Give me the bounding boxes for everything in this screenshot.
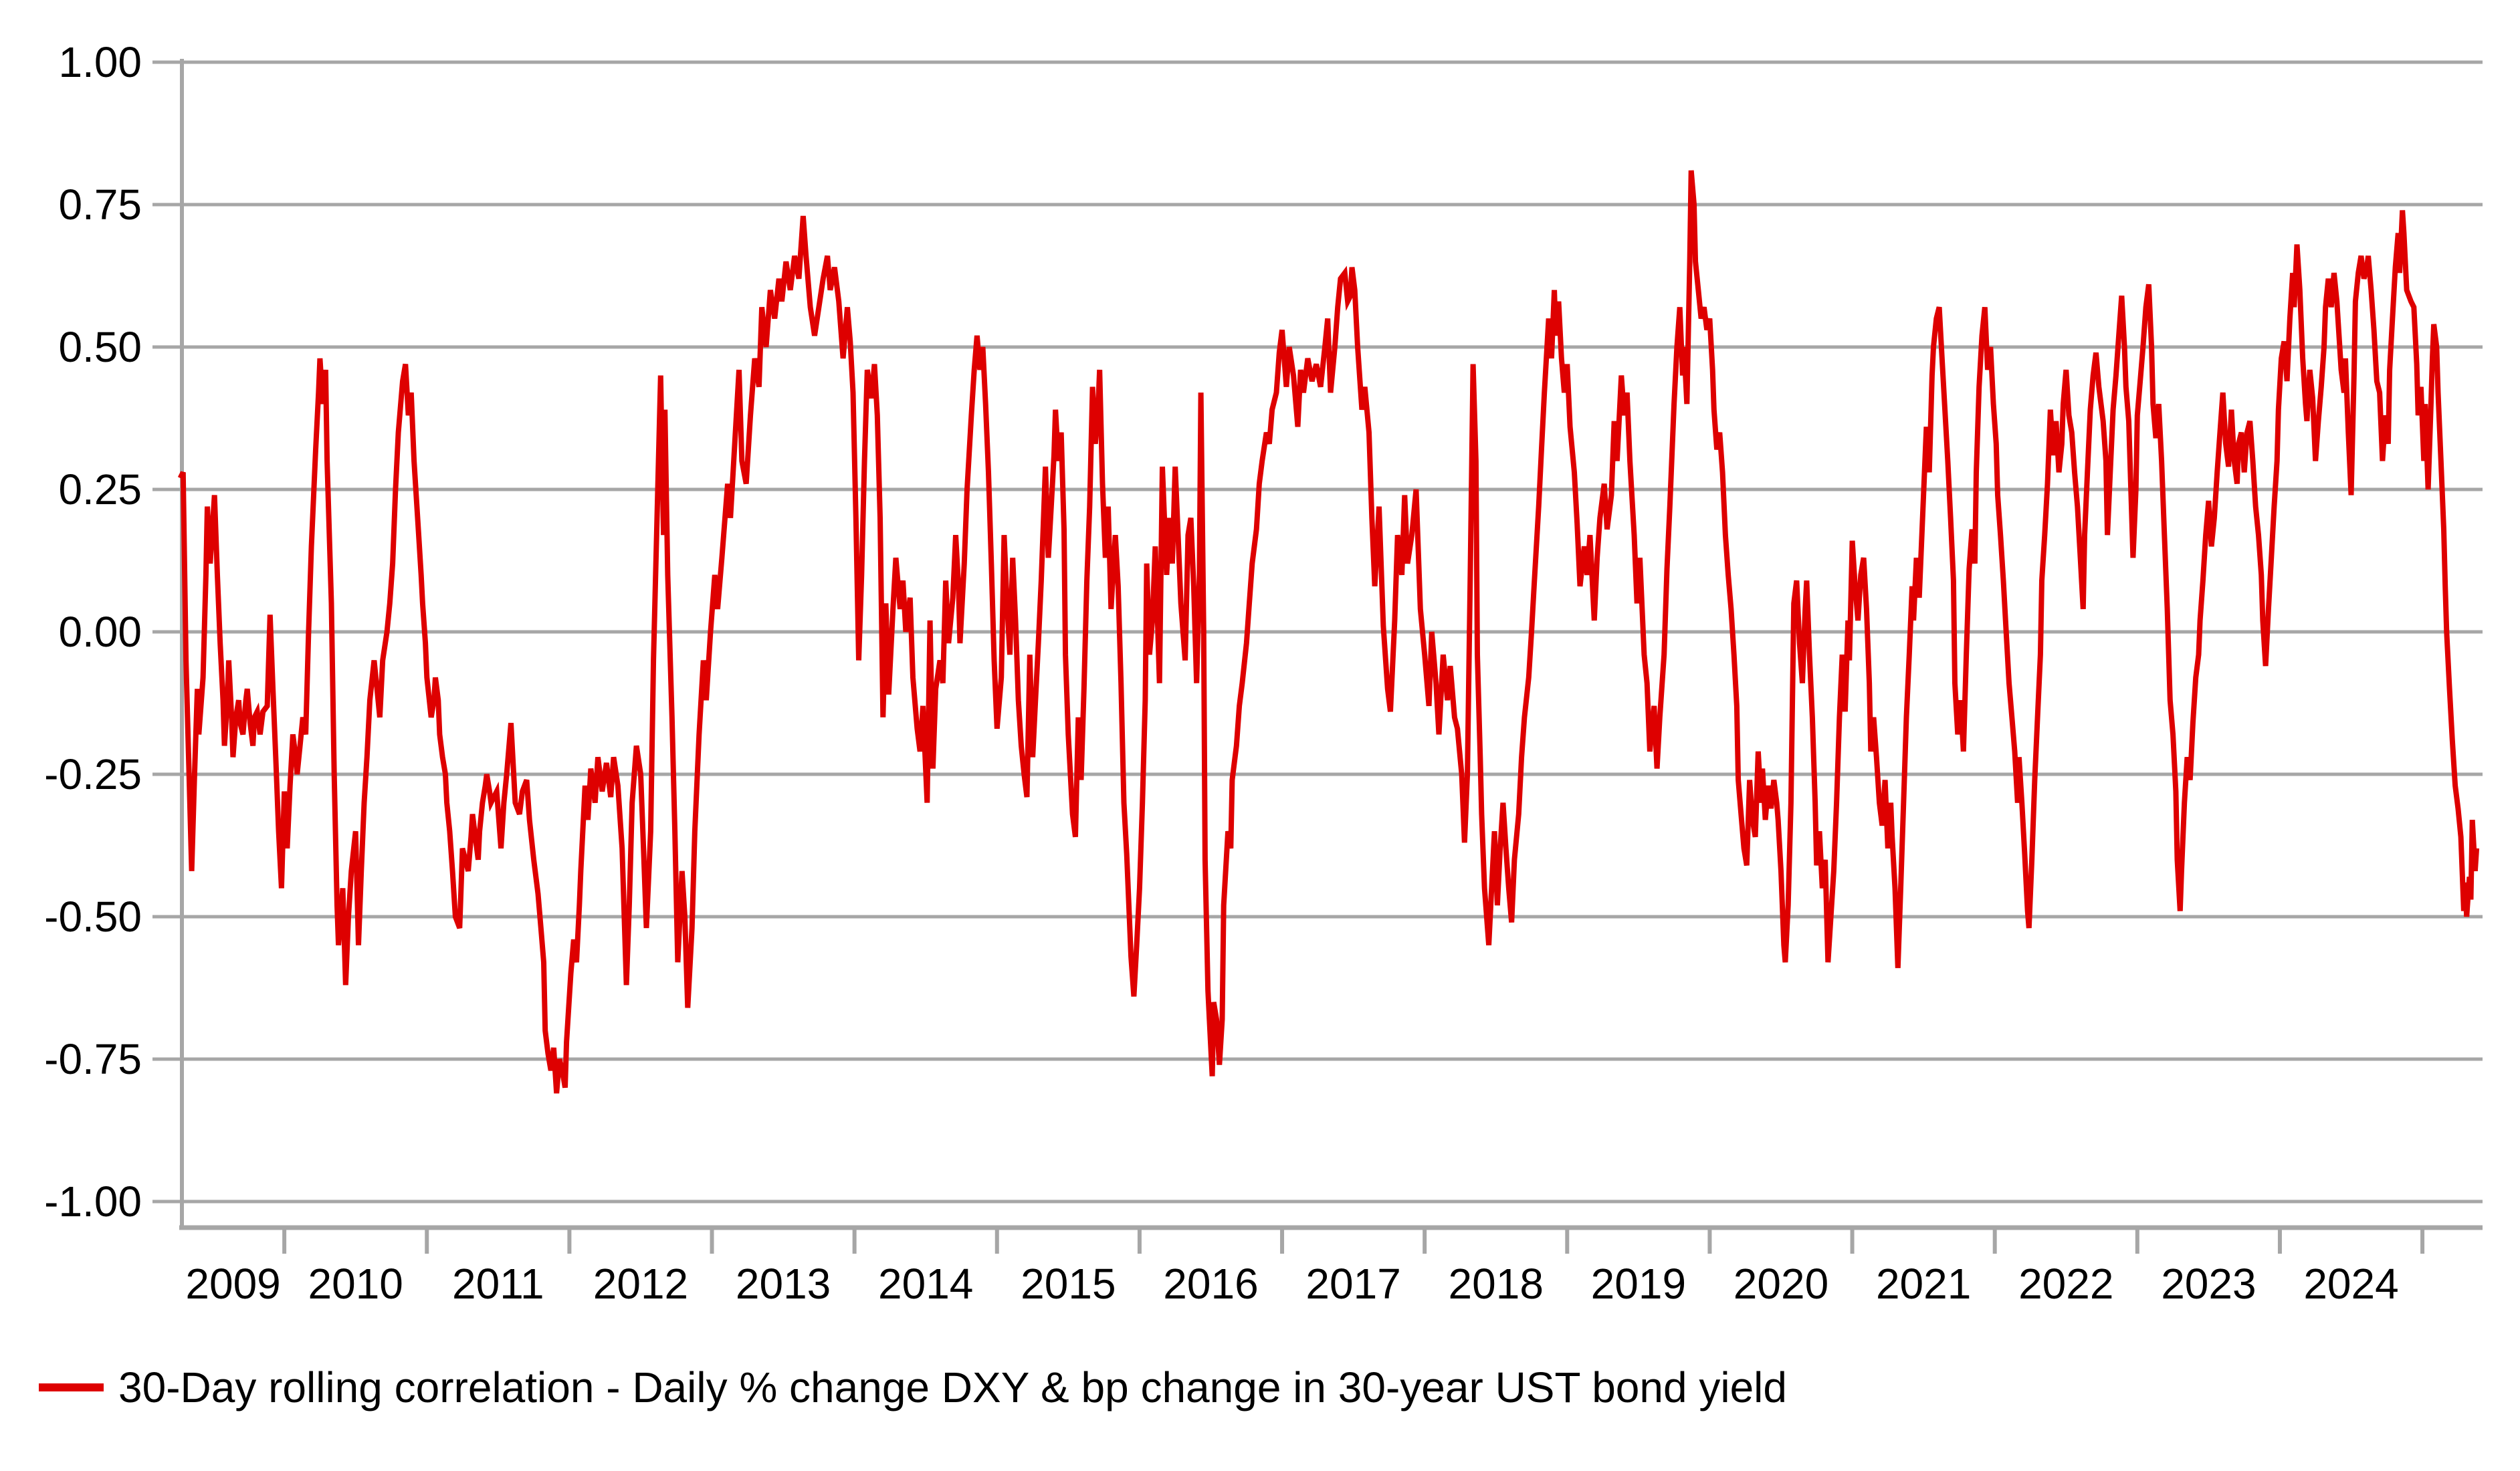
- x-tick-label: 2018: [1449, 1260, 1544, 1308]
- x-tick-label: 2011: [452, 1260, 544, 1308]
- series-lines: [177, 170, 2480, 1094]
- y-tick-label: 0.50: [58, 323, 142, 371]
- y-tick-label: 0.00: [58, 608, 142, 656]
- x-axis-tick-labels: 2009 2010 2011 2012 2013 2014 2015 2016 2017 2018…: [185, 1260, 2398, 1308]
- y-tick-label: 0.25: [58, 465, 142, 514]
- legend: 30-Day rolling correlation - Daily % cha…: [39, 1363, 1787, 1411]
- y-tick-label: -0.50: [44, 893, 142, 941]
- y-tick-label: 1.00: [58, 38, 142, 86]
- x-tick-label: 2021: [1876, 1260, 1971, 1308]
- x-tick-label: 2017: [1305, 1260, 1400, 1308]
- y-tick-label: -1.00: [44, 1177, 142, 1226]
- legend-label: 30-Day rolling correlation - Daily % cha…: [118, 1363, 1787, 1411]
- x-tick-label: 2015: [1021, 1260, 1116, 1308]
- gridlines: [152, 60, 2483, 1204]
- y-tick-label: -0.75: [44, 1035, 142, 1083]
- x-tick-label: 2012: [593, 1260, 688, 1308]
- x-tick-label: 2022: [2018, 1260, 2113, 1308]
- x-tick-label: 2014: [878, 1260, 973, 1308]
- x-tick-label: 2010: [308, 1260, 403, 1308]
- y-axis-tick-labels: 1.00 0.75 0.50 0.25 0.00 -0.25 -0.50 -0.75 -1.00: [44, 38, 142, 1226]
- x-tick-label: 2016: [1163, 1260, 1258, 1308]
- legend-line-swatch: [39, 1383, 104, 1391]
- axes: [152, 59, 2483, 1254]
- x-tick-label: 2013: [736, 1260, 831, 1308]
- correlation-series-line: [177, 170, 2480, 1094]
- x-tick-label: 2023: [2161, 1260, 2256, 1308]
- x-tick-label: 2019: [1591, 1260, 1686, 1308]
- x-tick-label: 2024: [2303, 1260, 2398, 1308]
- x-tick-label: 2009: [185, 1260, 280, 1308]
- x-tick-label: 2020: [1734, 1260, 1828, 1308]
- y-tick-label: -0.25: [44, 750, 142, 798]
- y-tick-label: 0.75: [58, 181, 142, 229]
